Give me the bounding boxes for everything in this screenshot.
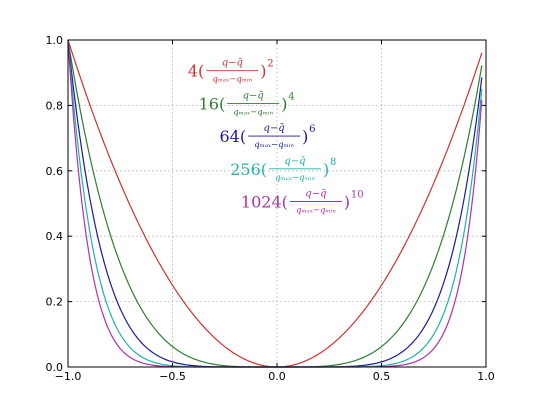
formula-numerator: q−q̄ (284, 156, 305, 167)
formula-denominator: qₘₐₓ−qₘᵢₙ (275, 173, 315, 183)
formula-coefficient: 64( (219, 127, 246, 146)
x-tick-label: 0.0 (268, 370, 286, 383)
formula-coefficient: 256( (230, 160, 267, 179)
formula-denominator: qₘₐₓ−qₘᵢₙ (296, 206, 336, 216)
formula-coefficient: 4( (188, 62, 204, 81)
formula-coefficient: 16( (199, 94, 226, 113)
formula-numerator: q−q̄ (222, 58, 243, 69)
formula-close-paren: ) (302, 127, 308, 146)
y-tick-label: 0.8 (46, 99, 64, 112)
y-tick-label: 0.6 (46, 165, 64, 178)
formula-numerator: q−q̄ (243, 90, 264, 101)
y-tick-label: 0.4 (46, 230, 64, 243)
y-tick-label: 0.2 (46, 296, 64, 309)
formula-coefficient: 1024( (241, 193, 288, 212)
formula-exponent: 4 (288, 91, 294, 102)
formula-label-64: 64( q−q̄ qₘₐₓ−qₘᵢₙ) 6 (219, 123, 315, 150)
grid (68, 40, 486, 367)
x-tick-label: −1.0 (55, 370, 82, 383)
axis-ticks: −1.0 −0.5 0.0 0.5 1.0 0.0 0.2 0.4 0.6 0.8 1.0 (46, 34, 495, 383)
x-tick-label: 1.0 (477, 370, 495, 383)
formula-label-256: 256( q−q̄ qₘₐₓ−qₘᵢₙ) 8 (230, 156, 336, 183)
formula-exponent: 6 (309, 124, 315, 135)
annotations: 4(q−q̄qₘₐₓ−qₘᵢₙ) 216(q−q̄qₘₐₓ−qₘᵢₙ) 464(q−… (188, 58, 364, 216)
formula-numerator: q−q̄ (264, 123, 285, 134)
formula-close-paren: ) (323, 160, 329, 179)
x-tick-label: 0.5 (373, 370, 391, 383)
formula-numerator: q−q̄ (305, 189, 326, 200)
formula-exponent: 8 (330, 157, 336, 168)
y-tick-label: 1.0 (46, 34, 64, 47)
formula-label-1024: 1024( q−q̄ qₘₐₓ−qₘᵢₙ) 10 (241, 189, 364, 216)
formula-close-paren: ) (281, 94, 287, 113)
formula-close-paren: ) (260, 62, 266, 81)
formula-exponent: 2 (267, 59, 273, 70)
formula-label-16: 16( q−q̄ qₘₐₓ−qₘᵢₙ) 4 (199, 90, 295, 117)
formula-label-4: 4( q−q̄ qₘₐₓ−qₘᵢₙ) 2 (188, 58, 274, 85)
formula-denominator: qₘₐₓ−qₘᵢₙ (212, 75, 252, 85)
formula-exponent: 10 (351, 190, 364, 201)
formula-close-paren: ) (344, 193, 350, 212)
y-tick-label: 0.0 (46, 361, 64, 374)
x-tick-label: −0.5 (159, 370, 186, 383)
formula-denominator: qₘₐₓ−qₘᵢₙ (254, 140, 294, 150)
formula-denominator: qₘₐₓ−qₘᵢₙ (233, 107, 273, 117)
